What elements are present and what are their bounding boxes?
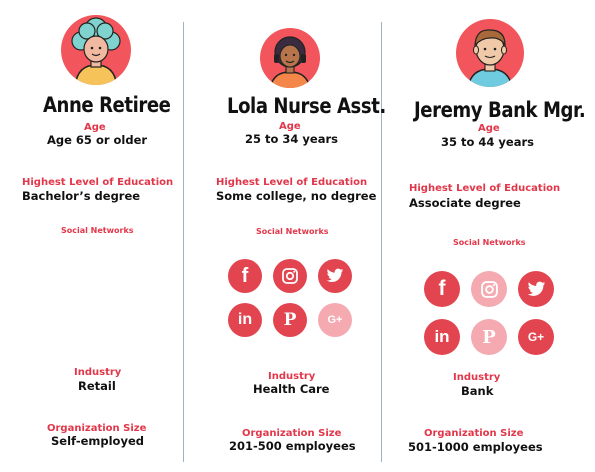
social-networks-label: Social Networks: [256, 227, 329, 236]
org-size-label: Organization Size: [242, 428, 342, 439]
industry-label: Industry: [453, 372, 501, 383]
social-networks-label: Social Networks: [61, 226, 134, 235]
persona-name: Anne Retiree: [43, 93, 171, 117]
avatar-lola: [260, 28, 320, 88]
age-label: Age: [478, 123, 500, 134]
education-label: Highest Level of Education: [22, 177, 174, 188]
pinterest-icon[interactable]: P: [273, 303, 307, 337]
industry-label: Industry: [268, 371, 316, 382]
education-label: Highest Level of Education: [216, 177, 368, 188]
org-size-label: Organization Size: [47, 423, 147, 434]
linkedin-icon[interactable]: in: [228, 303, 262, 337]
person-avatar-icon: [269, 36, 311, 88]
person-avatar-icon: [467, 29, 513, 87]
persona-name: Jeremy Bank Mgr.: [414, 98, 586, 122]
industry-value: Health Care: [253, 382, 330, 396]
facebook-icon[interactable]: f: [228, 259, 262, 293]
org-size-value: 201-500 employees: [229, 439, 356, 453]
education-value: Bachelor’s degree: [22, 189, 141, 203]
google-plus-icon[interactable]: G+: [318, 303, 352, 337]
org-size-label: Organization Size: [424, 428, 524, 439]
pinterest-icon[interactable]: P: [471, 319, 507, 355]
industry-label: Industry: [74, 367, 122, 378]
avatar-jeremy: [456, 19, 524, 87]
education-value: Associate degree: [409, 196, 521, 210]
age-value: Age 65 or older: [47, 133, 148, 147]
column-divider-1: [183, 22, 184, 462]
instagram-icon[interactable]: [471, 271, 507, 307]
person-avatar-icon: [71, 17, 121, 85]
social-networks-label: Social Networks: [453, 238, 526, 247]
org-size-value: 501-1000 employees: [408, 440, 543, 454]
twitter-icon[interactable]: [518, 271, 554, 307]
persona-name: Lola Nurse Asst.: [227, 94, 386, 118]
avatar-anne: [61, 15, 131, 85]
twitter-icon[interactable]: [318, 259, 352, 293]
column-divider-2: [381, 22, 382, 462]
age-value: 25 to 34 years: [245, 132, 338, 146]
education-value: Some college, no degree: [216, 189, 377, 203]
industry-value: Retail: [78, 379, 116, 393]
instagram-icon[interactable]: [273, 259, 307, 293]
linkedin-icon[interactable]: in: [424, 319, 460, 355]
age-value: 35 to 44 years: [441, 135, 534, 149]
age-label: Age: [279, 121, 301, 132]
industry-value: Bank: [461, 384, 494, 398]
facebook-icon[interactable]: f: [424, 271, 460, 307]
education-label: Highest Level of Education: [409, 183, 561, 194]
age-label: Age: [84, 122, 106, 133]
org-size-value: Self-employed: [51, 434, 144, 448]
google-plus-icon[interactable]: G+: [518, 319, 554, 355]
